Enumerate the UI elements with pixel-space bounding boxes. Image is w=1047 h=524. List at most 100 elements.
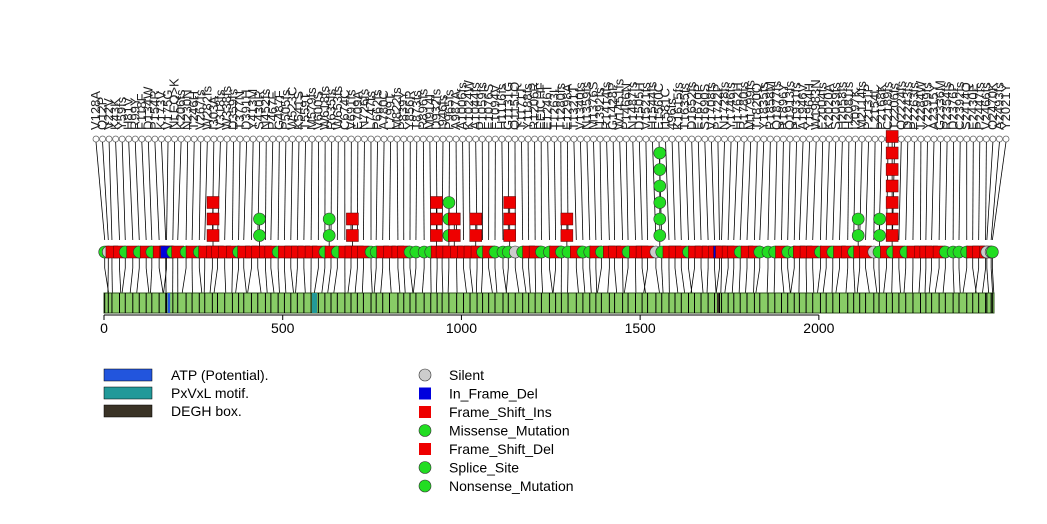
track-connector [674,267,679,294]
mutation-label: P1059fs [474,82,489,130]
mutation-label: EEICHF [533,82,548,130]
mutation-label: P2263fs [906,82,921,130]
label-anchor-marker [158,135,165,143]
mutation-label: T246H [186,91,201,130]
label-anchor-marker [969,135,977,143]
label-anchor-marker [485,135,493,143]
label-connector [161,141,167,241]
label-anchor-marker [917,135,925,143]
label-anchor-marker [701,135,709,143]
label-anchor-marker [858,135,866,143]
track-connector [641,267,646,294]
track-connector [435,267,438,294]
label-connector [898,141,902,241]
mutation-label: F1094V [487,84,502,130]
label-connector [733,141,738,241]
label-connector [632,141,636,241]
label-anchor-marker [413,135,421,143]
mutation-label: Y1746fs [723,82,738,130]
mutation-label: E709A [350,91,365,130]
mutation-marker-square [503,229,516,242]
label-anchor-marker [714,135,722,143]
legend-type-swatch [419,387,431,400]
label-connector [697,141,702,241]
label-connector [774,141,778,241]
track-connector [505,267,509,294]
track-connector [243,267,247,294]
label-connector [185,141,189,241]
label-anchor-marker [996,135,1003,143]
track-connector [724,267,729,294]
label-anchor-marker [406,135,414,143]
label-connector [108,141,113,241]
label-anchor-marker [734,135,741,143]
mutation-label: D2243fs [900,81,915,130]
label-anchor-marker [577,135,584,143]
protein-track [103,292,995,314]
label-anchor-marker [649,135,656,143]
legend-type-label: Frame_Shift_Del [449,441,554,457]
mutation-label: W1983N [808,79,823,130]
mutation-marker-square [448,229,461,242]
label-anchor-marker [668,135,676,143]
label-anchor-marker [164,135,172,143]
mutation-label: E1560C [651,83,666,130]
legend-domain-label: ATP (Potential). [171,367,269,383]
track-connector [321,267,326,294]
label-anchor-marker [688,135,696,143]
track-connector [549,267,553,294]
mutation-label: R2354fs [939,81,954,130]
label-connector [303,141,306,241]
track-connector [753,267,755,294]
label-connector [671,141,676,241]
label-connector [296,141,300,241]
label-anchor-marker [583,135,591,143]
mutation-label: H1544fs [644,81,659,130]
label-anchor-marker [125,135,133,143]
track-connector [817,267,821,294]
label-connector [781,141,784,241]
x-axis: 0 500 1000 1500 2000 [100,314,835,336]
label-connector [415,141,418,241]
label-anchor-marker [99,135,106,143]
mutation-label: V691fs [343,89,358,130]
label-anchor-marker [629,135,637,143]
track-connector [986,267,990,294]
label-anchor-marker [361,135,368,143]
mutation-label: K541S [291,91,306,130]
x-axis-tick-label: 0 [100,320,108,336]
legend-type-label: In_Frame_Del [449,386,538,402]
mutation-marker-square [885,179,899,193]
label-connector [958,141,961,241]
mutation-label: P505fs [278,89,293,130]
label-connector [356,141,359,241]
mutation-label: W1451fs [612,78,627,130]
label-connector [820,141,824,241]
legend-type-label: Silent [449,367,484,383]
mutation-label: G1428P [605,82,620,130]
mutation-label: R1414fs [599,81,614,130]
label-anchor-marker [838,135,846,143]
label-connector [812,141,817,241]
track-connector [589,267,592,294]
mutation-label: P662fs [370,89,385,130]
label-anchor-marker [753,135,761,143]
track-connector [720,267,722,294]
mutation-label: A2315Y [926,83,941,130]
legend-type-swatch [418,368,432,382]
legend: ATP (Potential). PxVxL motif. DEGH box. Sil… [103,367,574,494]
label-anchor-marker [230,135,237,143]
label-connector [905,141,909,241]
track-connector [235,267,239,294]
mutation-label: K173V [153,91,168,130]
label-anchor-marker [707,135,715,143]
label-anchor-marker [511,135,519,143]
label-anchor-marker [302,135,309,143]
mutation-label: R1206R [527,82,542,130]
mutation-label: E2430E [965,83,980,130]
mutation-marker-square [346,229,359,242]
label-anchor-marker [433,135,440,143]
mutation-label: Y856R [402,90,417,130]
label-anchor-marker [505,135,512,143]
label-anchor-marker [662,135,669,143]
